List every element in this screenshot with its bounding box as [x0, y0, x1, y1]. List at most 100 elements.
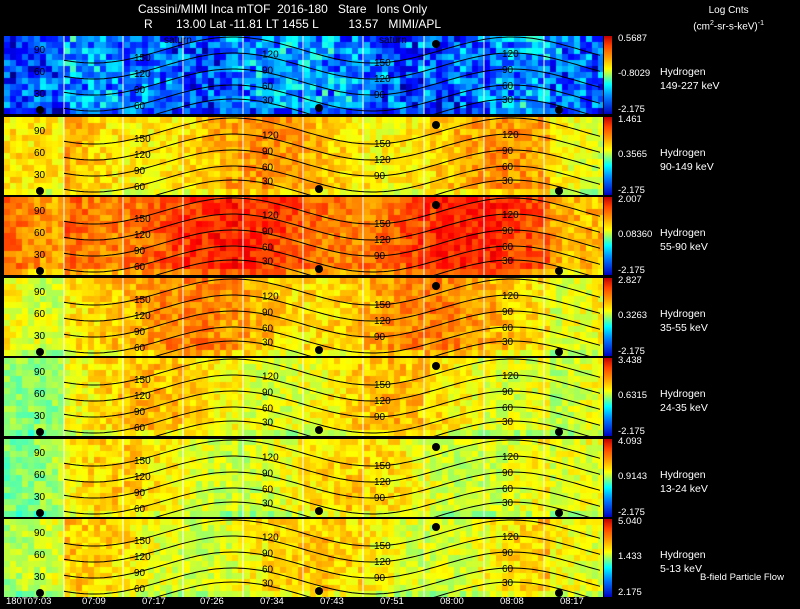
- contour-label-left: 90: [34, 448, 46, 459]
- contour-label: 150: [134, 214, 151, 225]
- units-rest: -sr-s-keV): [713, 21, 758, 33]
- contour-label: 60: [134, 504, 146, 515]
- saturn-marker: [432, 523, 440, 531]
- contour-line: [154, 581, 590, 597]
- saturn-marker: [315, 265, 323, 273]
- saturn-marker: [36, 106, 44, 114]
- contour-line: [154, 420, 590, 436]
- saturn-marker: [315, 346, 323, 354]
- contour-label: 90: [262, 146, 274, 157]
- saturn-marker: [36, 267, 44, 275]
- contour-label: 60: [502, 403, 514, 414]
- contour-line: [63, 213, 601, 241]
- time-tick-label: 08:08: [500, 596, 524, 607]
- colorbar-mid-label: 0.9143: [618, 471, 648, 482]
- contour-label: 60: [134, 584, 146, 595]
- contour-label: 120: [374, 235, 391, 246]
- contour-label-left: 60: [34, 389, 46, 400]
- contour-line: [63, 567, 601, 595]
- contour-label: 90: [374, 171, 386, 182]
- units-exponent: 2: [709, 20, 714, 27]
- contour-line: [63, 229, 601, 257]
- contour-label: 150: [374, 139, 391, 150]
- colorbar-max-label: 5.040: [618, 516, 642, 527]
- saturn-marker: [315, 507, 323, 515]
- subtitle-org: MIMI/APL: [388, 17, 442, 31]
- contour-label: 120: [502, 130, 519, 141]
- contour-label: 120: [262, 49, 279, 60]
- saturn-marker: [432, 282, 440, 290]
- contour-label: 30: [262, 417, 274, 428]
- units-line1: Log Cnts: [708, 5, 749, 16]
- time-tick-label: 08:17: [560, 596, 584, 607]
- contour-label-left: 90: [34, 367, 46, 378]
- species-label: Hydrogen 149-227 keV: [660, 65, 720, 93]
- energy-range: 149-227 keV: [660, 80, 720, 92]
- contour-label: 90: [502, 226, 514, 237]
- species-label: Hydrogen 35-55 keV: [660, 307, 708, 335]
- contour-label: 60: [262, 484, 274, 495]
- heatmap-panel: 150 150 120 120 120 120 90 90 90 90 60 60 60 30 30 90 60…: [4, 117, 603, 195]
- contour-label: 120: [262, 291, 279, 302]
- species-name: Hydrogen: [660, 388, 706, 400]
- contour-label-left: 90: [34, 206, 46, 217]
- contour-label: 150: [374, 300, 391, 311]
- colorbar: [604, 117, 612, 195]
- colorbar: [604, 36, 612, 114]
- colorbar-max-label: 4.093: [618, 436, 642, 447]
- contour-overlay: 150 150 120 120 120 120 90 90 90 90 60 60 60 30 30 90 60…: [34, 439, 601, 517]
- colorbar-mid-label: 0.08360: [618, 229, 653, 240]
- saturn-marker: [315, 587, 323, 595]
- saturn-marker: [555, 348, 563, 356]
- contour-line: [63, 358, 601, 386]
- saturn-marker: [432, 362, 440, 370]
- contour-line: [63, 487, 601, 515]
- contour-label: 150: [134, 375, 151, 386]
- units-label: Log Cnts (cm2-sr-s-keV)-1: [693, 4, 764, 33]
- species-name: Hydrogen: [660, 147, 706, 159]
- contour-label: 90: [262, 548, 274, 559]
- species-name: Hydrogen: [660, 66, 706, 78]
- contour-label: 90: [134, 246, 146, 257]
- species-label: Hydrogen 13-24 keV: [660, 468, 708, 496]
- saturn-marker: [432, 443, 440, 451]
- contour-label-left: 30: [34, 170, 46, 181]
- heatmap-panel: 150 150 120 120 120 120 90 90 90 90 60 60 60 30 30 90 60…: [4, 439, 603, 517]
- saturn-marker: [432, 121, 440, 129]
- heatmap-panel: 150 150 120 120 120 120 90 90 90 90 60 60 60 30 30 90 60…: [4, 278, 603, 356]
- contour-label: 30: [502, 417, 514, 428]
- contour-label: 150: [134, 134, 151, 145]
- time-tick-label: 07:17: [142, 596, 166, 607]
- contour-label: 150: [374, 380, 391, 391]
- species-name: Hydrogen: [660, 227, 706, 239]
- contour-label: 60: [262, 323, 274, 334]
- contour-overlay: 150 150 120 120 120 120 90 90 90 90 60 60 60 30 30 90 60…: [34, 117, 601, 195]
- heatmap-panel: 150 150 120 120 120 120 90 90 90 90 60 60 60 30 30 90 60…: [4, 36, 603, 114]
- contour-label: 60: [134, 101, 146, 112]
- contour-label-left: 60: [34, 228, 46, 239]
- colorbar-min-label: -2.175: [618, 426, 645, 437]
- heatmap-panel: 150 150 120 120 120 120 90 90 90 90 60 60 60 30 30 90 60…: [4, 197, 603, 275]
- saturn-marker: [555, 267, 563, 275]
- contour-label: 120: [134, 150, 151, 161]
- contour-label-left: 60: [34, 550, 46, 561]
- contour-label-left: 90: [34, 45, 46, 56]
- colorbar-min-label: -2.175: [618, 507, 645, 518]
- contour-line: [63, 310, 601, 338]
- contour-line: [63, 133, 601, 161]
- species-label: Hydrogen 24-35 keV: [660, 387, 708, 415]
- contour-overlay: 150 150 120 120 120 120 90 90 90 90 60 60 60 30 30 90 60…: [34, 278, 601, 356]
- contour-label-left: 90: [34, 126, 46, 137]
- contour-line: [63, 68, 601, 96]
- contour-label: 120: [502, 49, 519, 60]
- contour-label-left: 30: [34, 572, 46, 583]
- contour-label: 120: [374, 74, 391, 85]
- saturn-label: saturn: [164, 36, 192, 46]
- contour-label-left: 30: [34, 250, 46, 261]
- colorbar-mid-label: 1.433: [618, 551, 642, 562]
- time-tick-label: 07:43: [320, 596, 344, 607]
- energy-range: 13-24 keV: [660, 483, 708, 495]
- saturn-marker: [555, 187, 563, 195]
- contour-label: 30: [262, 578, 274, 589]
- contour-label: 150: [134, 53, 151, 64]
